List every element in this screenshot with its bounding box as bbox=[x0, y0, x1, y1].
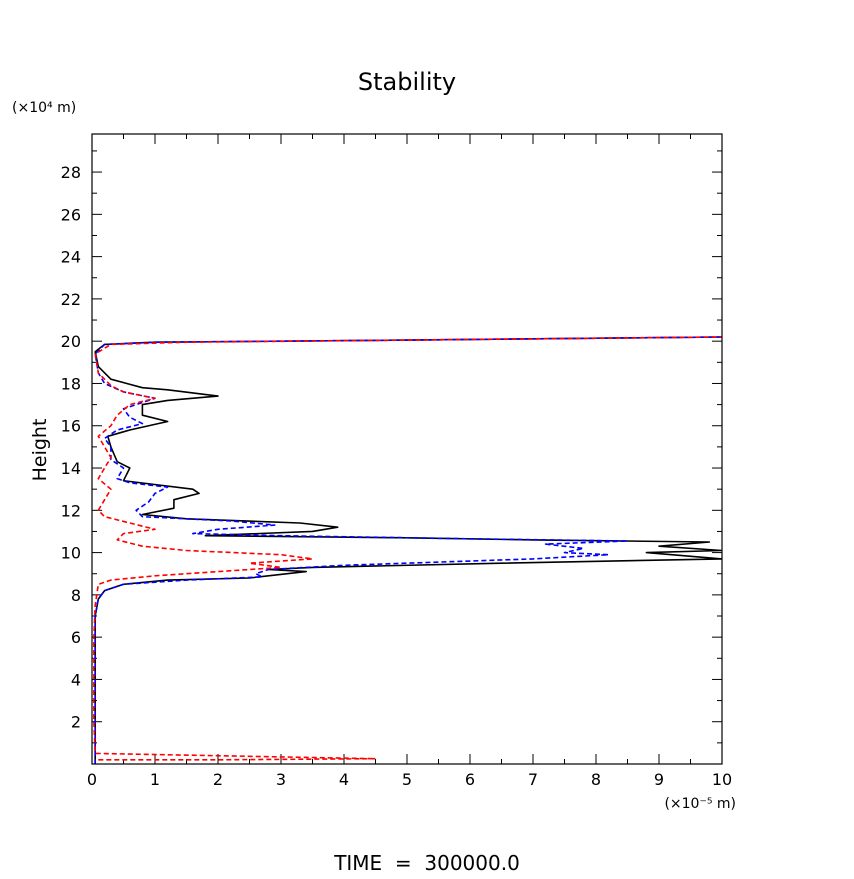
footer-time: TIME = 300000.0 bbox=[333, 851, 520, 875]
x-tick-label: 6 bbox=[465, 770, 475, 789]
y-tick-label: 10 bbox=[61, 544, 81, 563]
y-tick-label: 18 bbox=[61, 374, 81, 393]
x-tick-label: 5 bbox=[402, 770, 412, 789]
y-tick-label: 24 bbox=[61, 248, 81, 267]
x-tick-label: 2 bbox=[213, 770, 223, 789]
chart-title: Stability bbox=[358, 68, 456, 96]
y-axis-label: Height bbox=[29, 419, 51, 482]
y-tick-label: 22 bbox=[61, 290, 81, 309]
x-tick-label: 4 bbox=[339, 770, 349, 789]
x-tick-label: 0 bbox=[87, 770, 97, 789]
x-tick-label: 9 bbox=[654, 770, 664, 789]
y-tick-label: 12 bbox=[61, 501, 81, 520]
series-group bbox=[93, 336, 722, 764]
y-tick-label: 6 bbox=[71, 628, 81, 647]
plot-frame bbox=[91, 133, 723, 765]
y-tick-label: 2 bbox=[71, 713, 81, 732]
y-unit-label: (×10⁴ m) bbox=[12, 100, 76, 116]
y-tick-label: 14 bbox=[61, 459, 81, 478]
x-tick-label: 10 bbox=[712, 770, 732, 789]
profile-line-red bbox=[93, 336, 722, 761]
profile-line-black bbox=[94, 336, 722, 764]
x-tick-label: 3 bbox=[276, 770, 286, 789]
profile-line-blue bbox=[94, 336, 722, 764]
x-tick-label: 8 bbox=[591, 770, 601, 789]
axis-ticks bbox=[91, 134, 723, 764]
y-tick-label: 28 bbox=[61, 163, 81, 182]
x-tick-label: 1 bbox=[150, 770, 160, 789]
x-tick-label: 7 bbox=[528, 770, 538, 789]
y-tick-label: 16 bbox=[61, 417, 81, 436]
y-tick-label: 4 bbox=[71, 670, 81, 689]
y-tick-label: 20 bbox=[61, 332, 81, 351]
y-tick-label: 8 bbox=[71, 586, 81, 605]
y-tick-label: 26 bbox=[61, 205, 81, 224]
x-unit-label: (×10⁻⁵ m) bbox=[664, 796, 736, 812]
